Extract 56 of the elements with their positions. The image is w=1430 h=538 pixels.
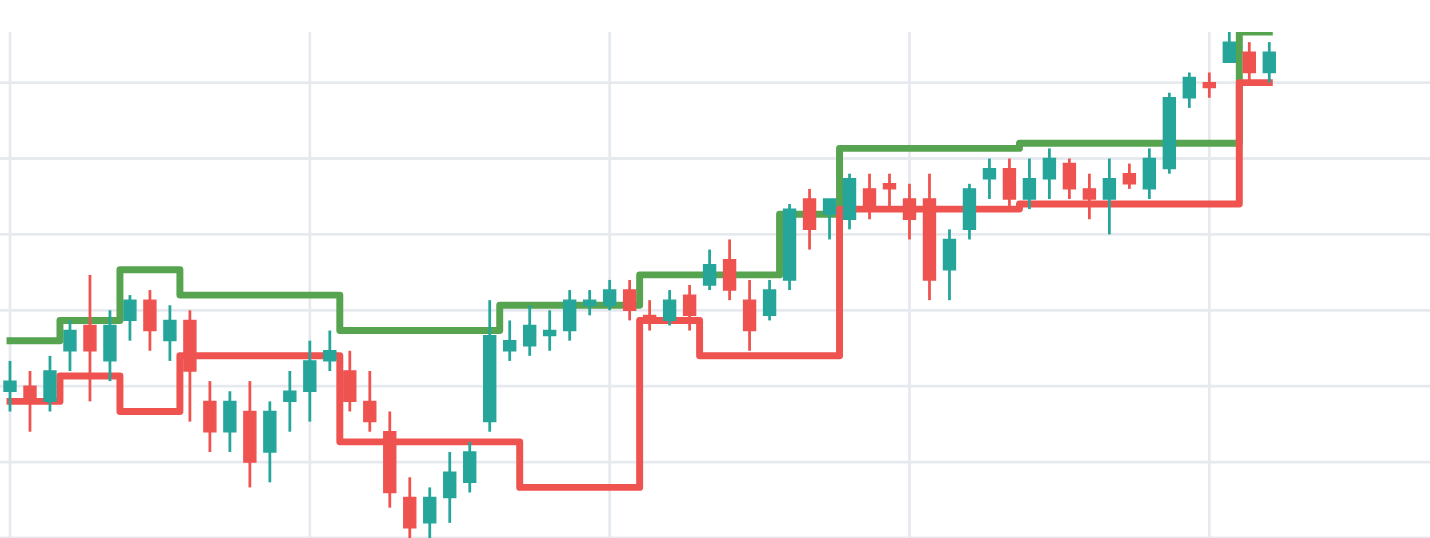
candlestick (582, 288, 597, 317)
candlestick (1002, 157, 1017, 211)
candlestick (722, 238, 737, 302)
candlestick (443, 450, 457, 525)
candlestick (1142, 146, 1157, 201)
candlestick (403, 475, 417, 538)
candlestick (163, 303, 177, 363)
candlestick (1222, 32, 1237, 64)
candlestick (1262, 40, 1276, 84)
candlestick (1022, 157, 1037, 211)
candlestick (602, 278, 617, 312)
candlestick (842, 172, 857, 231)
candlestick (662, 288, 677, 327)
candlestick (1182, 71, 1197, 110)
candlestick (423, 486, 437, 538)
candlestick (363, 369, 377, 434)
candlestick (83, 273, 97, 403)
candlestick (203, 379, 217, 454)
candlestick (1202, 71, 1217, 100)
candlestick (642, 298, 657, 332)
candlestick (263, 399, 277, 484)
candlestick (543, 308, 557, 353)
candlestick (283, 369, 297, 434)
candlestick (303, 339, 317, 424)
candlestick (762, 278, 777, 322)
candlestick (562, 288, 577, 343)
candlestick (902, 182, 917, 241)
candlestick (463, 440, 477, 494)
candlestick (982, 157, 997, 201)
candlestick (223, 389, 237, 454)
candlestick (3, 359, 17, 413)
candlestick (1082, 172, 1097, 221)
candlestick (23, 369, 37, 434)
candlestick (802, 187, 817, 251)
candlestick (682, 283, 697, 332)
candlestick (103, 308, 117, 383)
candlestick (1062, 157, 1077, 201)
candlestick (63, 319, 77, 373)
candlestick (123, 293, 137, 343)
candlestick (742, 278, 757, 353)
candlestick (143, 288, 157, 353)
candlestick (702, 248, 717, 292)
candlestick (1122, 162, 1137, 191)
candlestick (43, 354, 57, 413)
candlestick (1042, 146, 1057, 201)
candlestick (622, 278, 637, 322)
candlestick (882, 172, 897, 211)
candlestick (862, 172, 877, 221)
candlestick (343, 349, 357, 413)
candlestick (503, 319, 517, 363)
candlestick (962, 182, 977, 241)
candlestick (822, 197, 837, 241)
candlestick (323, 329, 337, 373)
candlestick (523, 303, 537, 358)
candlestick (942, 227, 957, 302)
candlestick (1102, 157, 1117, 236)
